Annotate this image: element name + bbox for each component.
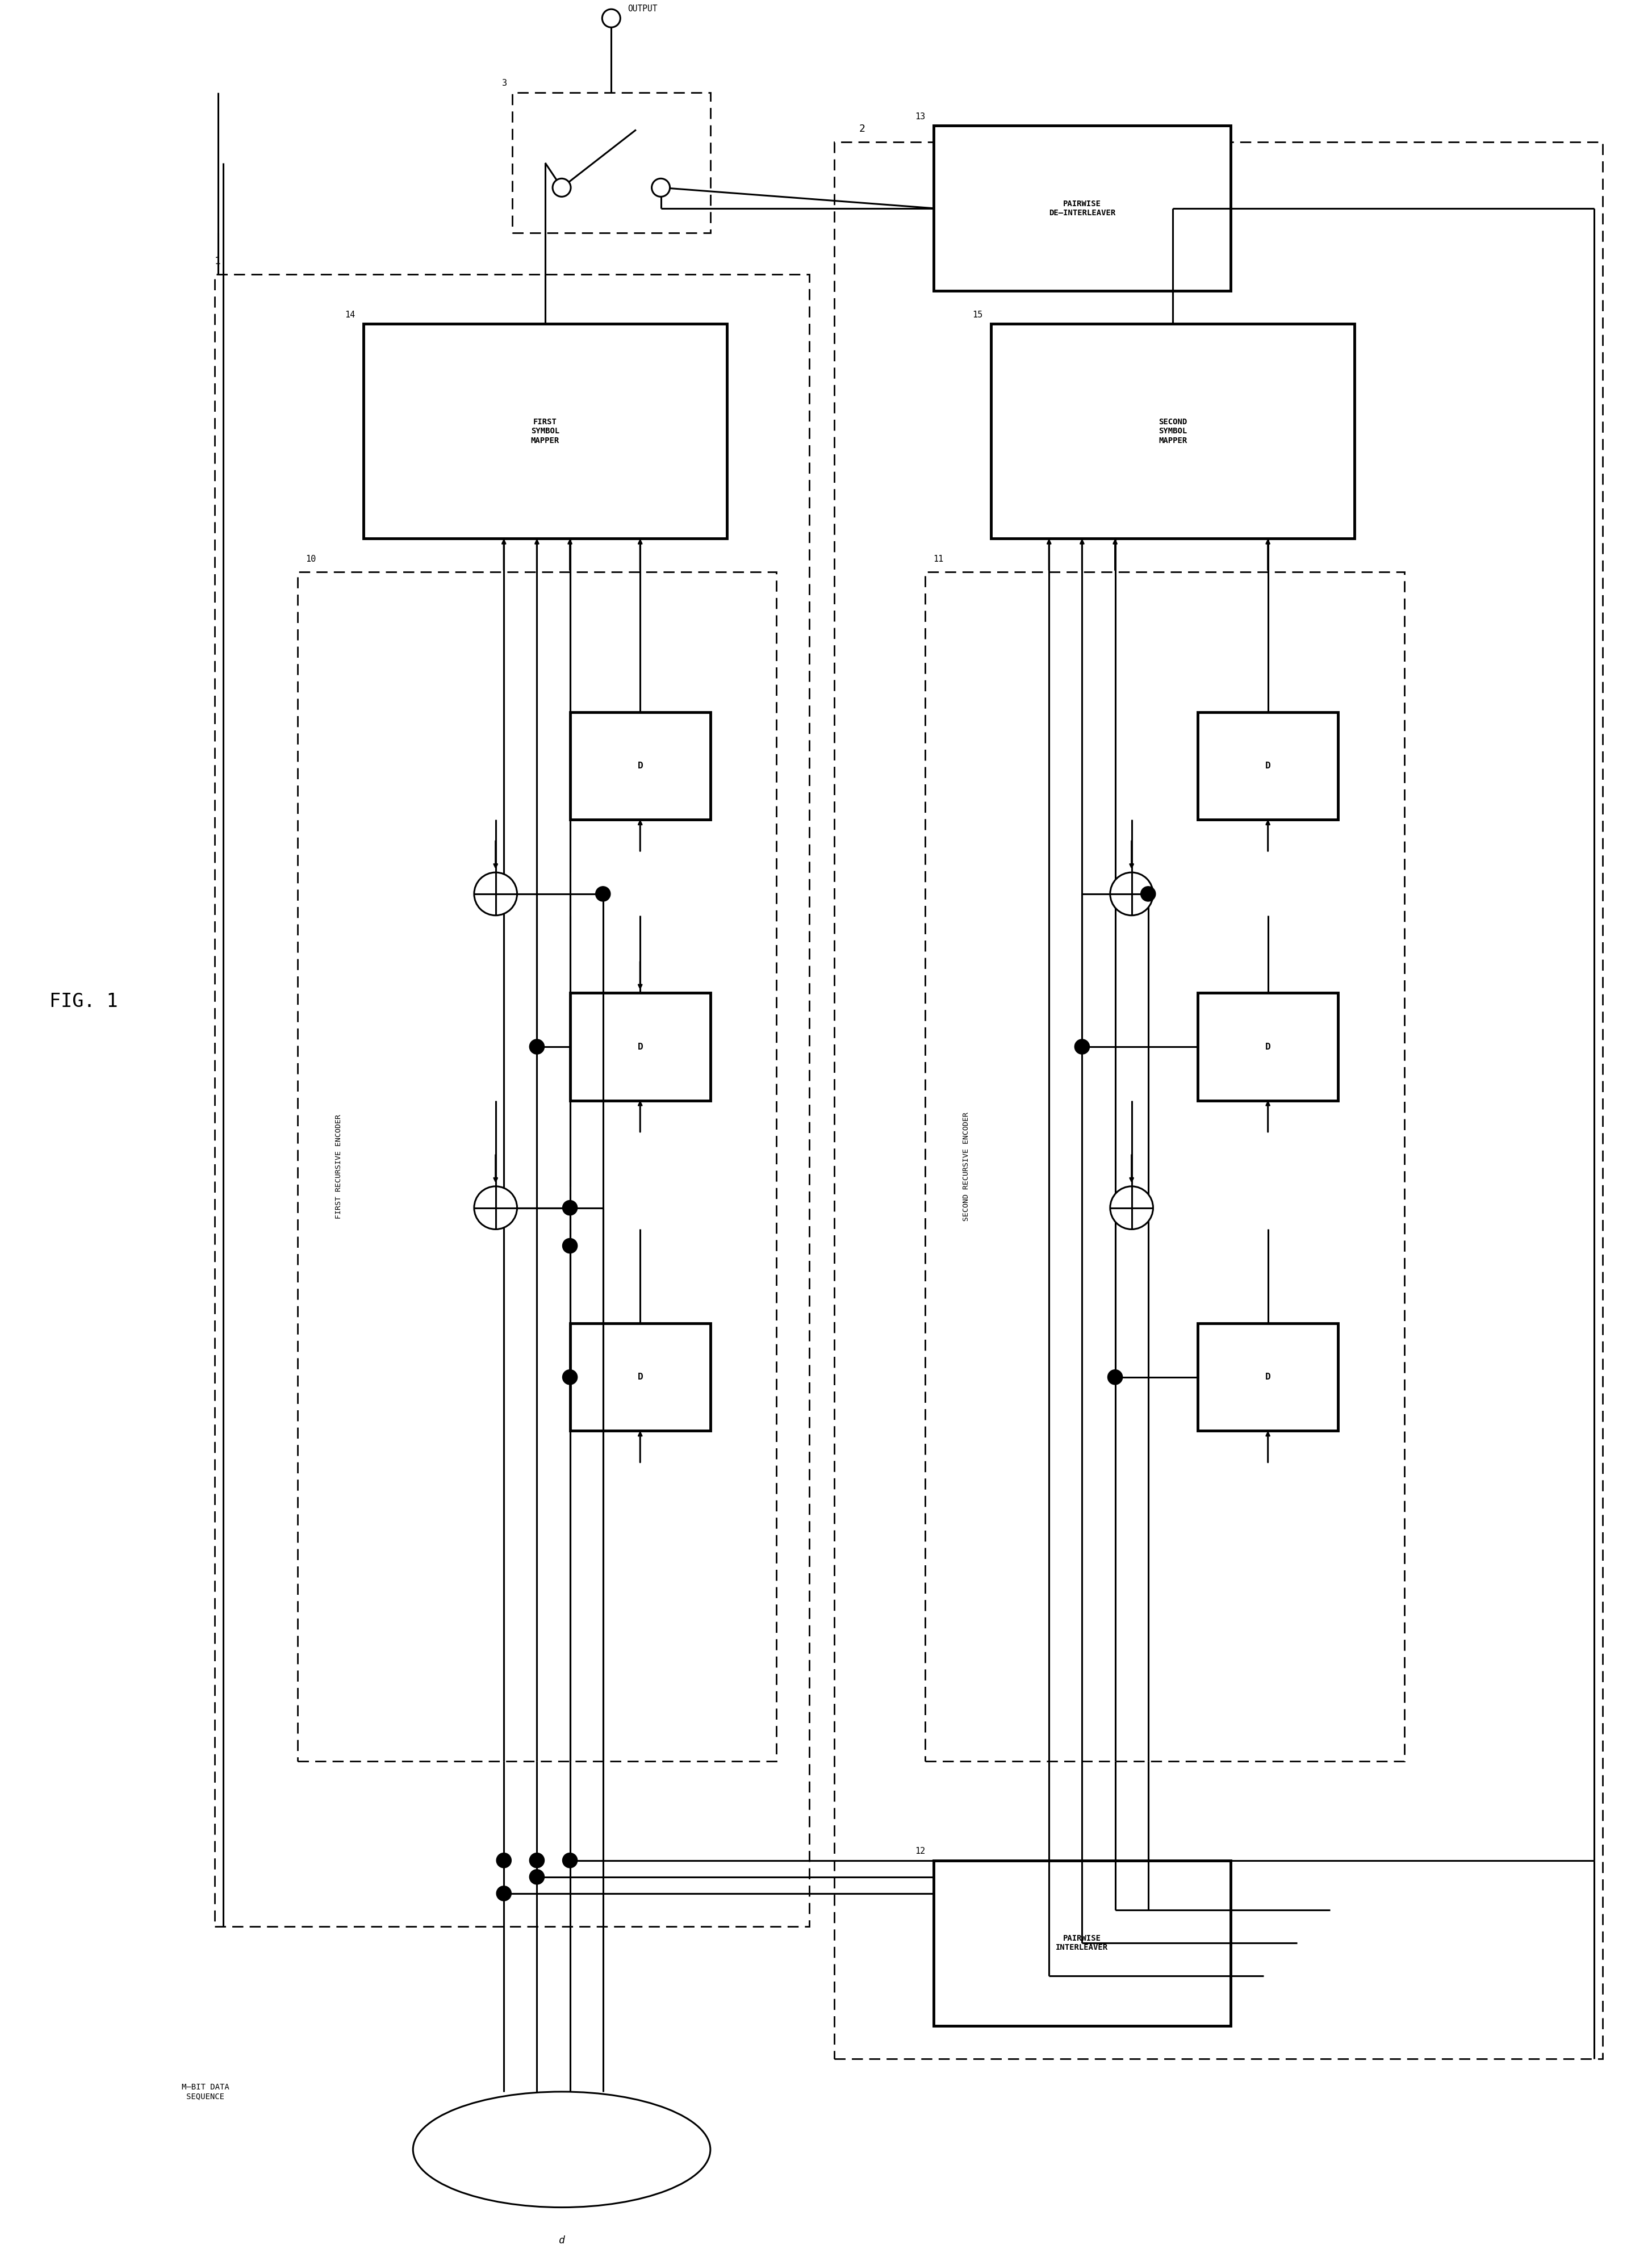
Circle shape [562,1853,578,1869]
Circle shape [562,1370,578,1384]
Text: SECOND RECURSIVE ENCODER: SECOND RECURSIVE ENCODER [963,1113,970,1221]
Bar [297,571,776,1760]
Text: D: D [638,761,643,770]
Bar [215,275,809,1927]
Circle shape [1140,887,1156,901]
Circle shape [474,1187,517,1230]
Circle shape [529,1038,545,1054]
Circle shape [552,178,572,196]
Text: 1: 1 [215,255,221,266]
Text: 2: 2 [859,124,866,133]
Ellipse shape [413,2092,710,2207]
Text: D: D [638,1043,643,1052]
Circle shape [1110,1187,1153,1230]
Circle shape [1074,1038,1090,1054]
Text: FIG. 1: FIG. 1 [50,991,119,1011]
Text: D: D [1265,1372,1270,1381]
Text: PAIRWISE
DE–INTERLEAVER: PAIRWISE DE–INTERLEAVER [1049,199,1115,217]
Text: D: D [638,1372,643,1381]
Circle shape [562,1239,578,1253]
Text: 11: 11 [933,555,943,564]
Text: FIRST RECURSIVE ENCODER: FIRST RECURSIVE ENCODER [335,1115,342,1219]
Text: FIRST
SYMBOL
MAPPER: FIRST SYMBOL MAPPER [530,418,560,445]
Bar [991,325,1355,539]
Bar [1198,993,1338,1101]
Circle shape [562,1201,578,1214]
Text: D: D [1265,761,1270,770]
Text: PAIRWISE
INTERLEAVER: PAIRWISE INTERLEAVER [1056,1934,1108,1952]
Bar [570,993,710,1101]
Circle shape [496,1887,512,1900]
Circle shape [1108,1370,1123,1384]
Bar [512,93,710,232]
Bar [925,571,1404,1760]
Bar [1198,1323,1338,1431]
Text: 12: 12 [915,1846,925,1855]
Text: 10: 10 [306,555,316,564]
Bar [1198,713,1338,819]
Text: 15: 15 [973,311,983,318]
Bar [363,325,727,539]
Text: 13: 13 [915,113,925,120]
Bar [933,126,1231,291]
Circle shape [596,887,611,901]
Circle shape [529,1869,545,1885]
Bar [570,1323,710,1431]
Text: OUTPUT: OUTPUT [628,5,657,14]
Circle shape [651,178,671,196]
Circle shape [603,9,620,27]
Circle shape [496,1853,512,1869]
Text: 14: 14 [345,311,355,318]
Bar [570,713,710,819]
Bar [834,142,1602,2058]
Circle shape [474,873,517,916]
Text: 3: 3 [502,79,507,88]
Text: M–BIT DATA
SEQUENCE: M–BIT DATA SEQUENCE [182,2083,230,2101]
Text: D: D [1265,1043,1270,1052]
Bar [933,1860,1231,2025]
Circle shape [1110,873,1153,916]
Text: d: d [558,2234,565,2246]
Circle shape [529,1853,545,1869]
Text: SECOND
SYMBOL
MAPPER: SECOND SYMBOL MAPPER [1158,418,1188,445]
